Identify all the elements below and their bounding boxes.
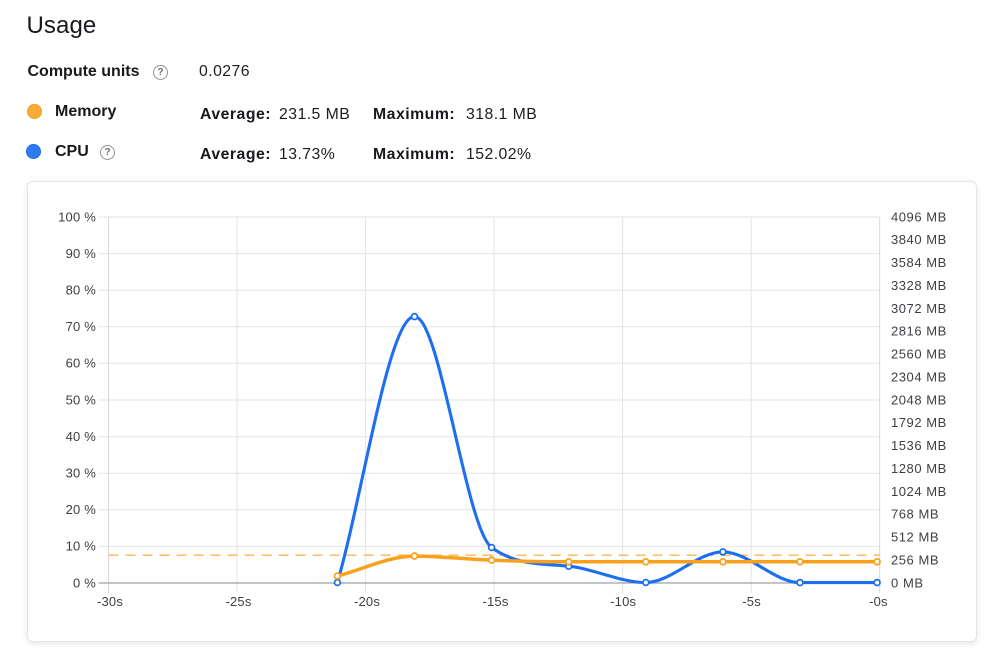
svg-text:0 MB: 0 MB xyxy=(891,575,924,590)
svg-text:-5s: -5s xyxy=(742,594,761,609)
svg-text:-20s: -20s xyxy=(354,594,380,609)
svg-text:20 %: 20 % xyxy=(66,502,97,517)
svg-text:3840 MB: 3840 MB xyxy=(891,232,947,247)
svg-text:3072 MB: 3072 MB xyxy=(891,301,947,316)
svg-text:2048 MB: 2048 MB xyxy=(891,392,947,407)
svg-text:3328 MB: 3328 MB xyxy=(891,278,947,293)
svg-text:256 MB: 256 MB xyxy=(891,552,939,567)
svg-text:10 %: 10 % xyxy=(66,539,97,554)
svg-text:1792 MB: 1792 MB xyxy=(891,415,947,430)
svg-text:1536 MB: 1536 MB xyxy=(891,438,947,453)
svg-text:-30s: -30s xyxy=(97,594,123,609)
svg-text:100 %: 100 % xyxy=(58,209,96,224)
svg-text:0 %: 0 % xyxy=(73,575,96,590)
svg-text:-0s: -0s xyxy=(869,594,888,609)
svg-text:1024 MB: 1024 MB xyxy=(891,484,947,499)
svg-text:768 MB: 768 MB xyxy=(891,507,939,522)
svg-text:1280 MB: 1280 MB xyxy=(891,461,947,476)
svg-text:2560 MB: 2560 MB xyxy=(891,347,947,362)
svg-text:2304 MB: 2304 MB xyxy=(891,369,947,384)
svg-text:-15s: -15s xyxy=(482,594,508,609)
svg-text:70 %: 70 % xyxy=(66,319,97,334)
svg-text:3584 MB: 3584 MB xyxy=(891,255,947,270)
svg-text:512 MB: 512 MB xyxy=(891,530,939,545)
svg-text:60 %: 60 % xyxy=(66,356,97,371)
svg-text:90 %: 90 % xyxy=(66,246,97,261)
svg-text:40 %: 40 % xyxy=(66,429,97,444)
svg-text:2816 MB: 2816 MB xyxy=(891,324,947,339)
svg-text:-25s: -25s xyxy=(225,594,251,609)
svg-text:80 %: 80 % xyxy=(66,283,97,298)
svg-text:50 %: 50 % xyxy=(66,392,97,407)
svg-text:4096 MB: 4096 MB xyxy=(891,209,947,224)
svg-text:30 %: 30 % xyxy=(66,466,97,481)
svg-text:-10s: -10s xyxy=(610,594,636,609)
